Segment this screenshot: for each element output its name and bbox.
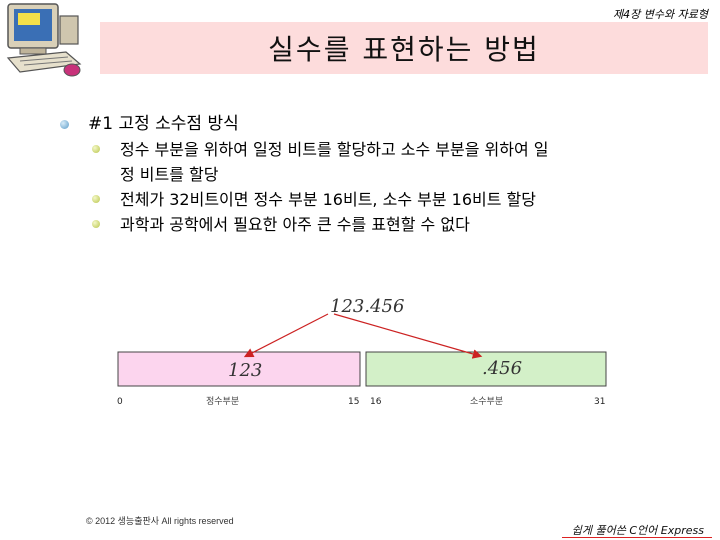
fraction-value-label: .456 (482, 358, 522, 379)
bit-end-label: 31 (594, 397, 605, 407)
integer-part-box (117, 351, 361, 387)
bullet-main: #1 고정 소수점 방식 (60, 112, 700, 137)
chapter-label: 제4장 변수와 자료형 (613, 8, 708, 21)
bullet-sub-1-line1: 정수 부분을 위하여 일정 비트를 할당하고 소수 부분을 위하여 일 (120, 140, 549, 159)
fraction-caption: 소수부분 (470, 396, 503, 407)
book-title: 쉽게 풀어쓴 C언어 Express (571, 524, 704, 537)
arrow-to-integer (243, 313, 329, 358)
fixed-point-diagram: 123.456 123 .456 0 정수부분 15 16 소수부분 31 (117, 296, 607, 407)
bullet-icon (92, 220, 100, 228)
bullet-main-text: #1 고정 소수점 방식 (88, 114, 239, 134)
integer-value-label: 123 (228, 360, 262, 381)
bullet-icon (60, 120, 69, 129)
bullet-sub-2: 전체가 32비트이면 정수 부분 16비트, 소수 부분 16비트 할당 (92, 187, 700, 212)
footer-underline (562, 537, 712, 538)
title-banner: 실수를 표현하는 방법 (100, 22, 708, 74)
bit-start-label: 0 (117, 397, 123, 407)
bullet-sub-2-text: 전체가 32비트이면 정수 부분 16비트, 소수 부분 16비트 할당 (120, 190, 536, 209)
slide-title: 실수를 표현하는 방법 (268, 33, 540, 66)
number-label: 123.456 (330, 296, 404, 317)
bullet-sub-1-line2: 정 비트를 할당 (120, 165, 219, 184)
bullet-icon (92, 195, 100, 203)
fraction-part-box (365, 351, 607, 387)
bullet-icon (92, 145, 100, 153)
arrow-to-fraction (333, 313, 483, 359)
bit-int-end-label: 15 (348, 397, 359, 407)
copyright-text: © 2012 생능출판사 All rights reserved (86, 516, 234, 526)
bullet-list: #1 고정 소수점 방식 정수 부분을 위하여 일정 비트를 할당하고 소수 부… (60, 112, 700, 237)
bullet-sub-1: 정수 부분을 위하여 일정 비트를 할당하고 소수 부분을 위하여 일 정 비트… (92, 137, 700, 187)
bullet-sub-3: 과학과 공학에서 필요한 아주 큰 수를 표현할 수 없다 (92, 212, 700, 237)
bit-frac-start-label: 16 (370, 397, 382, 407)
computer-clipart-icon (6, 3, 82, 77)
integer-caption: 정수부분 (206, 396, 239, 407)
bullet-sub-3-text: 과학과 공학에서 필요한 아주 큰 수를 표현할 수 없다 (120, 215, 470, 234)
